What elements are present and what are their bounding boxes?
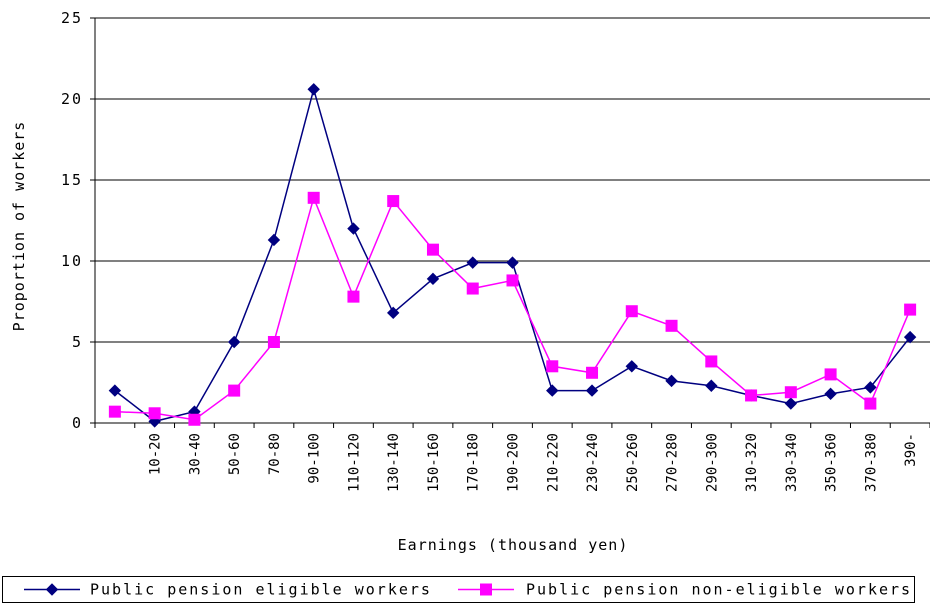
x-tick-label: 70-80 <box>267 433 283 475</box>
data-point <box>824 387 837 401</box>
y-axis-title: Proportion of workers <box>10 121 28 332</box>
series-line-0 <box>114 86 911 423</box>
x-tick-label: 250-260 <box>625 433 641 492</box>
data-point <box>108 405 121 418</box>
data-point <box>705 355 718 368</box>
data-point <box>864 397 877 410</box>
data-point <box>347 290 360 303</box>
y-tick-label: 20 <box>61 90 83 108</box>
x-tick-label: 350-360 <box>824 433 840 492</box>
data-point <box>585 384 599 397</box>
data-point <box>625 305 638 318</box>
x-tick-label: 370-380 <box>863 433 879 492</box>
data-point <box>267 233 281 247</box>
y-tick-label: 10 <box>61 252 83 270</box>
data-point <box>506 256 519 269</box>
x-tick-label: 390- <box>903 433 919 467</box>
y-tick-label: 15 <box>61 171 83 189</box>
data-point <box>267 336 280 348</box>
x-tick-label: 190-200 <box>506 433 522 492</box>
y-tick-label: 5 <box>72 333 83 351</box>
data-point <box>227 335 241 349</box>
data-point <box>387 306 400 320</box>
x-tick-label: 210-220 <box>545 433 561 492</box>
x-tick-label: 270-280 <box>665 433 681 492</box>
data-point <box>784 397 798 410</box>
legend-marker-0 <box>45 583 59 596</box>
data-point <box>665 374 678 388</box>
series-layer <box>108 83 917 428</box>
legend: Public pension eligible workers Public pe… <box>2 576 915 603</box>
data-point <box>745 389 758 402</box>
x-tick-label: 230-240 <box>585 433 601 492</box>
data-point <box>307 191 320 204</box>
data-point <box>426 243 439 256</box>
data-point <box>665 319 678 332</box>
y-tick-label: 25 <box>61 9 83 27</box>
data-point <box>506 274 519 287</box>
series-0 <box>108 83 917 428</box>
data-point <box>466 256 479 269</box>
data-point <box>586 366 599 379</box>
data-point <box>148 407 161 420</box>
x-tick-label: 90-100 <box>307 433 323 484</box>
data-point <box>625 360 638 373</box>
y-tick-labels: 0 5 10 15 20 25 <box>61 9 83 432</box>
legend-label-1: Public pension non-eligible workers <box>526 581 912 599</box>
legend-label-0: Public pension eligible workers <box>90 581 432 599</box>
x-axis-title: Earnings (thousand yen) <box>398 536 629 554</box>
gridlines <box>95 17 930 343</box>
data-point <box>824 368 837 381</box>
x-tick-label: 50-60 <box>227 433 243 475</box>
data-point <box>228 384 241 397</box>
x-tick-label: 290-300 <box>704 433 720 492</box>
data-point <box>466 282 479 295</box>
data-point <box>864 381 877 394</box>
data-point <box>426 272 440 286</box>
data-point <box>347 222 360 235</box>
x-tick-label: 170-180 <box>466 433 482 492</box>
legend-marker-1 <box>480 583 492 596</box>
x-tick-label: 110-120 <box>346 433 362 492</box>
x-tick-label: 150-160 <box>426 433 442 492</box>
x-tick-labels: 10-20 30-40 50-60 70-80 90-100 110-120 130-140… <box>148 433 919 492</box>
y-tick-label: 0 <box>72 414 83 432</box>
legend-box <box>2 576 915 603</box>
x-tick-label: 30-40 <box>187 433 203 475</box>
x-tick-label: 10-20 <box>148 433 164 475</box>
data-point <box>188 413 201 426</box>
data-point <box>546 360 559 373</box>
data-point <box>903 330 917 344</box>
data-point <box>108 384 122 397</box>
data-point <box>387 195 400 208</box>
data-point <box>705 379 718 392</box>
series-1 <box>108 191 917 426</box>
x-tick-label: 310-320 <box>744 433 760 492</box>
data-point <box>904 303 917 316</box>
data-point <box>546 384 559 397</box>
x-tick-label: 130-140 <box>386 433 402 492</box>
axes <box>90 17 930 428</box>
x-tick-label: 330-340 <box>784 433 800 492</box>
data-point <box>784 386 797 399</box>
data-point <box>307 83 320 96</box>
